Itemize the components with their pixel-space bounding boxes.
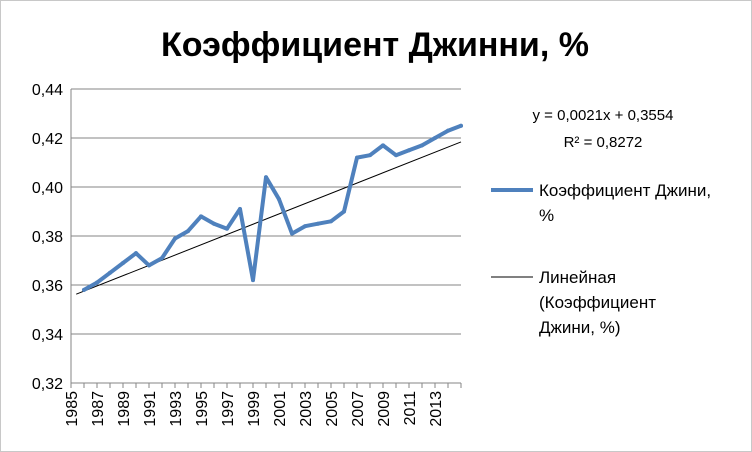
data-point (459, 123, 463, 128)
data-point (108, 270, 112, 275)
x-tick-label: 1991 (142, 391, 159, 427)
data-point (368, 153, 372, 158)
data-point (212, 221, 216, 226)
trendline-r-squared: R² = 0,8272 (564, 134, 643, 151)
data-point (95, 280, 99, 285)
data-point (186, 229, 190, 234)
data-point (394, 153, 398, 158)
trendline-layer (76, 141, 462, 295)
data-point (121, 260, 125, 265)
x-tick-label: 2007 (350, 391, 367, 427)
x-tick-label: 2011 (402, 391, 419, 426)
data-point (277, 197, 281, 202)
trendline-equation: y = 0,0021x + 0,3554 (533, 107, 674, 124)
x-tick-label: 1997 (220, 391, 237, 427)
legend-series-label-line2: % (539, 206, 554, 225)
axes (70, 89, 462, 388)
y-tick-label: 0,38 (32, 229, 63, 246)
data-point (381, 143, 385, 148)
y-tick-label: 0,44 (32, 82, 63, 99)
data-point (134, 251, 138, 256)
legend-trendline-label-line1: Линейная (539, 268, 616, 287)
data-point (407, 148, 411, 153)
data-point (342, 209, 346, 214)
x-tick-label: 1987 (90, 391, 107, 427)
data-point (290, 231, 294, 236)
x-tick-label: 1989 (116, 391, 133, 427)
data-point (173, 236, 177, 241)
y-tick-label: 0,32 (32, 376, 63, 393)
data-point (238, 207, 242, 212)
data-point (355, 155, 359, 160)
gridlines (71, 88, 461, 335)
data-point (199, 214, 203, 219)
x-tick-labels: 1985 1987 1989 1991 1993 1995 1997 1999 2001 2003… (64, 391, 445, 427)
chart-title: Коэффициент Джинни, % (161, 26, 589, 64)
data-point (82, 287, 86, 292)
legend-trendline-label-line3: Джини, %) (539, 318, 621, 337)
x-tick-label: 1999 (246, 391, 263, 427)
data-point (303, 224, 307, 229)
series-layer (82, 123, 463, 292)
y-tick-label: 0,34 (32, 327, 63, 344)
data-point (446, 128, 450, 133)
y-tick-label: 0,42 (32, 131, 63, 148)
legend-series-label-line1: Коэффициент Джини, (539, 181, 711, 200)
data-point (420, 143, 424, 148)
y-tick-label: 0,36 (32, 278, 63, 295)
x-tick-label: 1995 (194, 391, 211, 427)
x-tick-label: 1985 (64, 391, 81, 427)
y-tick-label: 0,40 (32, 180, 63, 197)
x-tick-label: 2013 (428, 391, 445, 427)
x-tick-label: 2005 (324, 391, 341, 427)
data-point (316, 221, 320, 226)
legend-trendline-label-line2: (Коэффициент (539, 293, 656, 312)
x-tick-label: 1993 (168, 391, 185, 427)
x-tick-label: 2001 (272, 391, 289, 427)
data-point (160, 256, 164, 261)
data-point (329, 219, 333, 224)
data-point (251, 278, 255, 283)
x-tick-label: 2003 (298, 391, 315, 427)
legend: Коэффициент Джини, % Линейная (Коэффицие… (491, 181, 711, 337)
x-tick-label: 2009 (376, 391, 393, 427)
y-tick-labels: 0,32 0,34 0,36 0,38 0,40 0,42 0,44 (32, 82, 63, 393)
data-point (264, 175, 268, 180)
data-point (147, 263, 151, 268)
data-point (433, 136, 437, 140)
trendline (76, 141, 462, 295)
series-line (82, 123, 463, 292)
data-point (225, 226, 229, 231)
